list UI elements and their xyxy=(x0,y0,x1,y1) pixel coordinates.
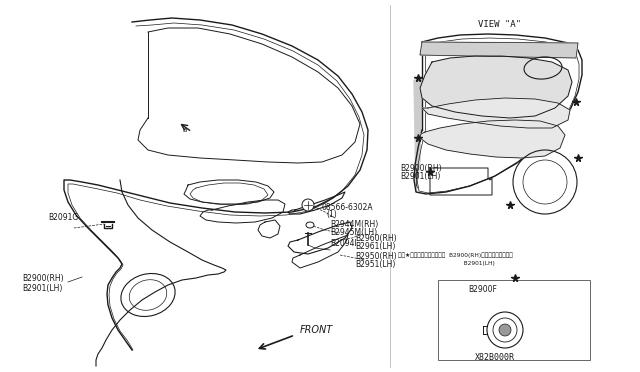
Polygon shape xyxy=(420,42,578,58)
Bar xyxy=(438,280,590,360)
Circle shape xyxy=(499,324,511,336)
Text: B2944M(RH): B2944M(RH) xyxy=(330,221,378,230)
Text: VIEW "A": VIEW "A" xyxy=(479,20,522,29)
Text: 注）★印の部品は部品コード  B2900(RH)の位置を示します。: 注）★印の部品は部品コード B2900(RH)の位置を示します。 xyxy=(398,252,513,258)
Text: B2900(RH): B2900(RH) xyxy=(22,273,63,282)
Text: B2901(LH): B2901(LH) xyxy=(400,171,440,180)
Text: B2950(RH): B2950(RH) xyxy=(355,253,397,262)
Text: B2961(LH): B2961(LH) xyxy=(355,241,396,250)
Text: B2091G: B2091G xyxy=(48,214,78,222)
Text: B2960(RH): B2960(RH) xyxy=(355,234,397,243)
Polygon shape xyxy=(422,98,570,128)
Ellipse shape xyxy=(306,222,314,228)
Text: B2094I: B2094I xyxy=(330,240,356,248)
Polygon shape xyxy=(414,80,422,192)
Polygon shape xyxy=(420,56,572,118)
Circle shape xyxy=(302,199,314,211)
Text: B2945M(LH): B2945M(LH) xyxy=(330,228,377,237)
Text: (1): (1) xyxy=(326,211,337,219)
Text: B2900F: B2900F xyxy=(468,285,497,294)
Text: B2951(LH): B2951(LH) xyxy=(355,260,396,269)
Text: B2901(LH): B2901(LH) xyxy=(22,283,62,292)
Text: B2901(LH): B2901(LH) xyxy=(398,262,495,266)
Polygon shape xyxy=(420,120,565,158)
Text: FRONT: FRONT xyxy=(300,325,333,335)
Text: a: a xyxy=(183,127,187,133)
Text: 08566-6302A: 08566-6302A xyxy=(322,202,374,212)
Text: B2900(RH): B2900(RH) xyxy=(400,164,442,173)
Text: X82B000R: X82B000R xyxy=(475,353,515,362)
